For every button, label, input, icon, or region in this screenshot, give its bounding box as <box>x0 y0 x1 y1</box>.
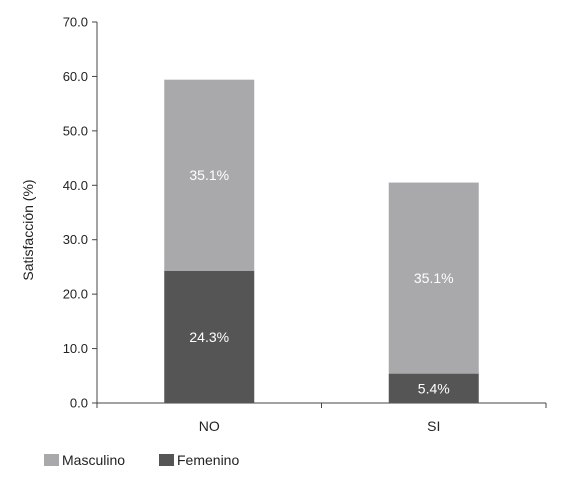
bar-segment-femenino <box>164 270 255 403</box>
legend-label: Femenino <box>177 452 239 468</box>
legend-label: Masculino <box>62 452 125 468</box>
legend-swatch <box>159 454 174 466</box>
y-tick-label: 40.0 <box>63 178 88 193</box>
y-tick-label: 60.0 <box>63 69 88 84</box>
y-axis-title: Satisfacción (%) <box>20 179 36 280</box>
y-tick-label: 70.0 <box>63 15 88 30</box>
legend-swatch <box>44 454 59 466</box>
y-tick-label: 30.0 <box>63 232 88 247</box>
x-category-label: SI <box>427 418 440 434</box>
x-category-label: NO <box>199 418 220 434</box>
bar-segment-femenino <box>388 373 479 403</box>
bar-segment-masculino <box>164 79 255 271</box>
data-label: 5.4% <box>418 380 450 396</box>
bar-segment-masculino <box>388 182 479 374</box>
data-label: 35.1% <box>189 167 229 183</box>
y-tick-label: 0.0 <box>70 396 88 411</box>
y-axis: 0.0 10.0 20.0 30.0 40.0 50.0 60.0 70.0 <box>63 15 98 411</box>
y-tick-label: 10.0 <box>63 341 88 356</box>
data-label: 35.1% <box>414 270 454 286</box>
x-axis: NO SI <box>96 402 547 434</box>
y-tick-label: 20.0 <box>63 287 88 302</box>
legend: Masculino Femenino <box>44 452 239 468</box>
data-label: 24.3% <box>189 329 229 345</box>
bars: 24.3% 35.1% 5.4% 35.1% <box>164 79 479 403</box>
y-tick-label: 50.0 <box>63 123 88 138</box>
